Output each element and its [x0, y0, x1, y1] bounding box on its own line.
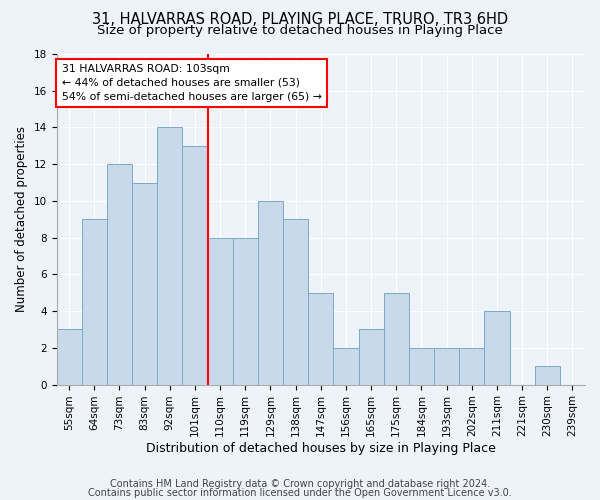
Bar [409, 348, 434, 385]
Bar [56, 330, 82, 384]
Text: Contains public sector information licensed under the Open Government Licence v3: Contains public sector information licen… [88, 488, 512, 498]
Bar [535, 366, 560, 384]
Bar [484, 311, 509, 384]
Bar [82, 220, 107, 384]
Bar [308, 293, 334, 384]
Bar [258, 201, 283, 384]
Bar [208, 238, 233, 384]
Bar [359, 330, 383, 384]
Bar [107, 164, 132, 384]
Bar [182, 146, 208, 384]
Bar [459, 348, 484, 385]
Text: 31 HALVARRAS ROAD: 103sqm
← 44% of detached houses are smaller (53)
54% of semi-: 31 HALVARRAS ROAD: 103sqm ← 44% of detac… [62, 64, 322, 102]
Bar [132, 182, 157, 384]
Bar [233, 238, 258, 384]
Bar [157, 128, 182, 384]
X-axis label: Distribution of detached houses by size in Playing Place: Distribution of detached houses by size … [146, 442, 496, 455]
Text: Size of property relative to detached houses in Playing Place: Size of property relative to detached ho… [97, 24, 503, 37]
Bar [283, 220, 308, 384]
Bar [383, 293, 409, 384]
Bar [434, 348, 459, 385]
Bar [334, 348, 359, 385]
Text: 31, HALVARRAS ROAD, PLAYING PLACE, TRURO, TR3 6HD: 31, HALVARRAS ROAD, PLAYING PLACE, TRURO… [92, 12, 508, 28]
Text: Contains HM Land Registry data © Crown copyright and database right 2024.: Contains HM Land Registry data © Crown c… [110, 479, 490, 489]
Y-axis label: Number of detached properties: Number of detached properties [15, 126, 28, 312]
